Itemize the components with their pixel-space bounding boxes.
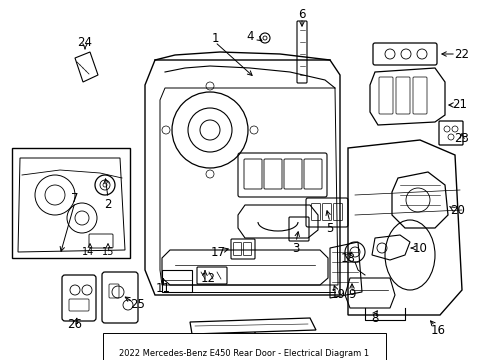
Text: 25: 25 <box>130 298 145 311</box>
Text: 2: 2 <box>104 198 112 211</box>
Text: 23: 23 <box>454 131 468 144</box>
Text: 18: 18 <box>340 252 355 265</box>
Bar <box>12 148 130 258</box>
Text: 17: 17 <box>210 246 225 258</box>
Text: 5: 5 <box>325 221 333 234</box>
Text: 6: 6 <box>298 8 305 21</box>
Text: 20: 20 <box>449 203 465 216</box>
Text: 1: 1 <box>211 31 218 45</box>
Text: 16: 16 <box>429 324 445 337</box>
Text: 8: 8 <box>370 311 378 324</box>
Text: 12: 12 <box>200 271 215 284</box>
Text: 19: 19 <box>330 288 345 302</box>
Text: 11: 11 <box>155 282 170 294</box>
Text: 21: 21 <box>451 99 467 112</box>
Text: 10: 10 <box>412 242 427 255</box>
Text: 2022 Mercedes-Benz E450 Rear Door - Electrical Diagram 1: 2022 Mercedes-Benz E450 Rear Door - Elec… <box>119 350 369 359</box>
Text: 13: 13 <box>247 333 262 346</box>
Text: 4: 4 <box>246 30 253 42</box>
Text: 15: 15 <box>102 247 114 257</box>
Text: 22: 22 <box>453 48 468 60</box>
Text: 3: 3 <box>292 242 299 255</box>
Text: 9: 9 <box>347 288 355 302</box>
Text: 7: 7 <box>71 192 79 204</box>
Bar <box>162 270 192 292</box>
Text: 24: 24 <box>77 36 92 49</box>
Text: 14: 14 <box>81 247 94 257</box>
Text: 26: 26 <box>67 319 82 332</box>
